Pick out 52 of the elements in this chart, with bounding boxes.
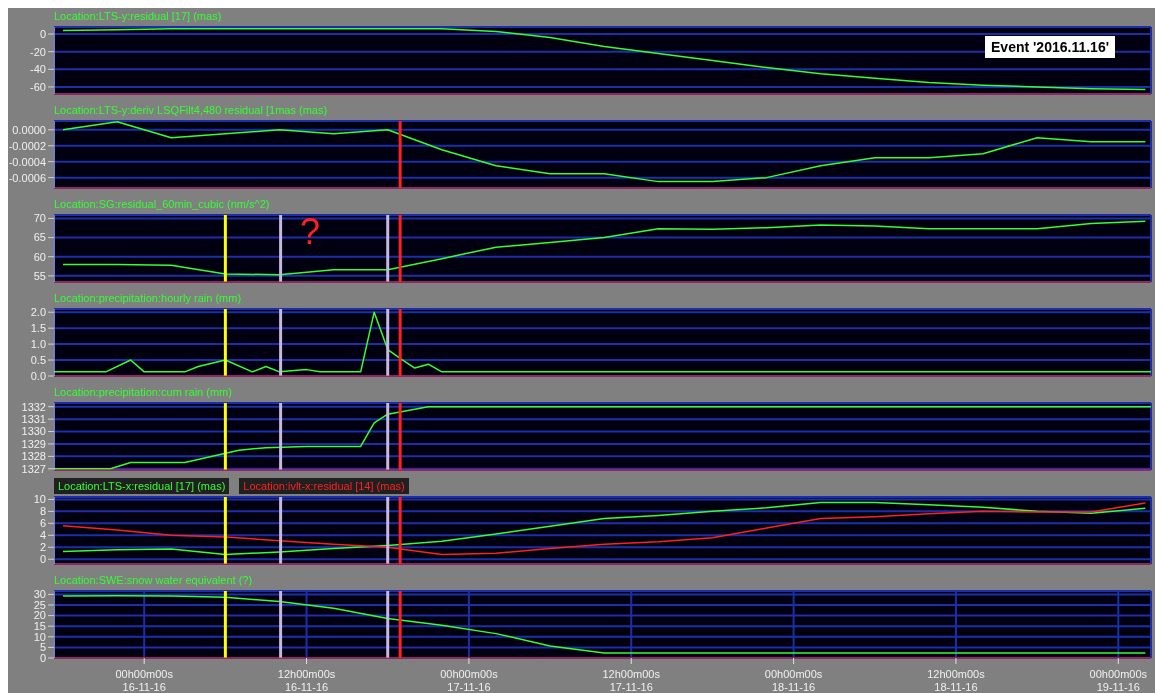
text: Location:LTS-x:residual [17] (mas): [54, 478, 230, 494]
chart-title: Location:SG:residual_60min_cubic (nm/s^2): [54, 197, 270, 212]
y-tick-label: 8: [39, 505, 46, 518]
y-tick-label: 1331: [21, 413, 46, 426]
y-tick-label: 4: [39, 529, 46, 542]
x-tick-label: 12h00m00s 18-11-16: [927, 668, 986, 693]
y-tick-label: -0.0004: [8, 155, 46, 168]
y-tick-label: 0: [39, 27, 46, 40]
y-tick-label: 1328: [21, 450, 46, 463]
chart-title: Location:precipitation:cum rain (mm): [54, 385, 232, 400]
y-tick-label: 5: [39, 641, 46, 654]
y-tick-label: 6: [39, 517, 46, 530]
y-tick-label: 1.0: [30, 338, 46, 350]
y-tick-label: 1327: [21, 462, 46, 475]
chart-title: Location:precipitation:hourly rain (mm): [54, 291, 242, 306]
y-tick-label: -60: [30, 80, 46, 93]
y-tick-label: 2: [39, 541, 46, 554]
y-tick-label: 30: [33, 588, 46, 601]
y-tick-label: 65: [33, 231, 46, 244]
y-tick-label: 0.5: [30, 353, 46, 366]
y-tick-label: 1332: [21, 400, 46, 413]
y-tick-label: 0.0: [30, 369, 46, 382]
y-tick-label: 0: [39, 553, 46, 566]
y-tick-label: 20: [33, 609, 46, 622]
y-tick-label: 1.5: [30, 322, 46, 335]
y-tick-label: 55: [33, 269, 46, 282]
x-tick-label: 00h00m00s 16-11-16: [115, 668, 174, 693]
y-tick-label: 1329: [21, 437, 46, 450]
chart-title: Location:LTS-y:residual [17] (mas): [54, 9, 222, 24]
y-tick-label: 10: [33, 493, 46, 506]
x-tick-label: 00h00m00s 19-11-16: [1089, 668, 1148, 693]
y-tick-label: -40: [30, 63, 46, 76]
y-tick-label: 15: [33, 620, 46, 633]
text: Location:ivlt-x:residual [14] (mas): [239, 478, 409, 494]
y-tick-label: 0.0000: [12, 123, 46, 136]
chart-title: Location:SWE:snow water equivalent (?): [54, 573, 253, 588]
x-tick-label: 12h00m00s 17-11-16: [602, 668, 661, 693]
x-tick-label: 00h00m00s 17-11-16: [440, 668, 499, 693]
x-tick-label: 12h00m00s 16-11-16: [277, 668, 336, 693]
y-tick-label: -0.0006: [8, 171, 46, 184]
annotation: Event '2016.11.16': [985, 36, 1115, 58]
chart-title: Location:LTS-y:deriv LSQFilt4,480 residual [1mas (mas): [54, 103, 328, 118]
y-tick-label: -0.0002: [8, 139, 46, 152]
y-tick-label: 10: [33, 630, 46, 643]
y-tick-label: 0: [39, 651, 46, 664]
y-tick-label: 2.0: [30, 306, 46, 319]
y-tick-label: 60: [33, 250, 46, 263]
y-tick-label: 25: [33, 598, 46, 611]
y-tick-label: -20: [30, 45, 46, 58]
x-tick-label: 00h00m00s 18-11-16: [764, 668, 823, 693]
y-tick-label: 1330: [21, 425, 46, 438]
y-tick-label: 70: [33, 212, 46, 225]
